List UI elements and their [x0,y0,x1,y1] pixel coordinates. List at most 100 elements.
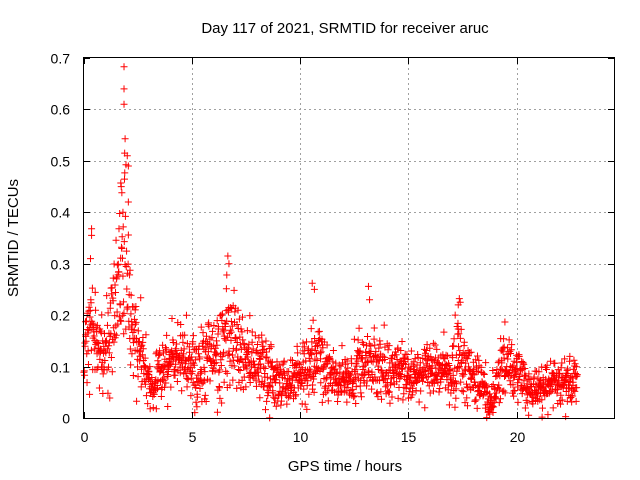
data-point [227,336,235,344]
data-point [275,361,283,369]
data-point [233,384,241,392]
data-point [192,381,200,389]
data-point [521,404,529,412]
data-point [259,342,267,350]
data-point [514,398,522,406]
data-point [113,261,121,269]
data-point [262,406,270,414]
data-point [301,400,309,408]
data-point [561,355,569,363]
data-point [381,355,389,363]
data-point [256,394,264,402]
data-point [134,373,142,381]
data-point [105,339,113,347]
data-point [91,288,99,296]
data-point [222,285,230,293]
data-point [482,381,490,389]
data-point [90,345,98,353]
grid-lines [84,58,614,418]
data-point [324,397,332,405]
data-point [456,334,464,342]
data-point [326,354,334,362]
data-point [572,397,580,405]
data-point [120,298,128,306]
data-point [454,363,462,371]
data-point [232,335,240,343]
data-point [420,368,428,376]
data-point [573,384,581,392]
plot-frame [83,57,615,419]
data-point [144,400,152,408]
data-point [219,328,227,336]
data-point [270,364,278,372]
data-point [452,394,460,402]
data-point [419,377,427,385]
data-point [452,385,460,393]
data-point [343,357,351,365]
data-point [382,383,390,391]
data-point [407,347,415,355]
data-point [504,344,512,352]
data-point [112,289,120,297]
data-point [150,390,158,398]
data-point [455,330,463,338]
data-point [155,351,163,359]
y-tick-label: 0.2 [51,308,71,324]
data-point [224,252,232,260]
data-point [477,363,485,371]
data-point [433,345,441,353]
data-point [421,404,429,412]
data-point [196,384,204,392]
data-point [130,315,138,323]
data-point [187,364,195,372]
data-point [154,385,162,393]
data-point [133,397,141,405]
data-point [94,339,102,347]
data-point [99,370,107,378]
data-point [218,310,226,318]
data-point [178,387,186,395]
data-point [380,376,388,384]
data-point [230,362,238,370]
data-point [226,330,234,338]
data-point [193,393,201,401]
data-point [427,355,435,363]
data-point [294,349,302,357]
data-point [495,399,503,407]
data-point [495,370,503,378]
data-point [445,401,453,409]
data-point [205,322,213,330]
data-point [201,391,209,399]
data-point [214,330,222,338]
data-point [494,384,502,392]
data-point [538,413,546,421]
x-tick-label: 20 [510,429,526,445]
data-point [440,328,448,336]
data-point [500,335,508,343]
data-point [449,354,457,362]
data-point [177,320,185,328]
data-point [112,236,120,244]
data-point [192,398,200,406]
data-point [132,302,140,310]
data-point [243,365,251,373]
data-point [350,335,358,343]
data-point [510,387,518,395]
data-point [370,324,378,332]
data-point [265,344,273,352]
data-point [322,375,330,383]
data-point [425,382,433,390]
data-point [277,401,285,409]
data-point [103,292,111,300]
data-point [120,238,128,246]
data-point [232,345,240,353]
data-point [184,376,192,384]
data-point [423,341,431,349]
data-point [410,358,418,366]
data-point [374,393,382,401]
data-point [261,365,269,373]
data-point [317,355,325,363]
data-point [464,352,472,360]
data-point [295,360,303,368]
data-point [285,368,293,376]
